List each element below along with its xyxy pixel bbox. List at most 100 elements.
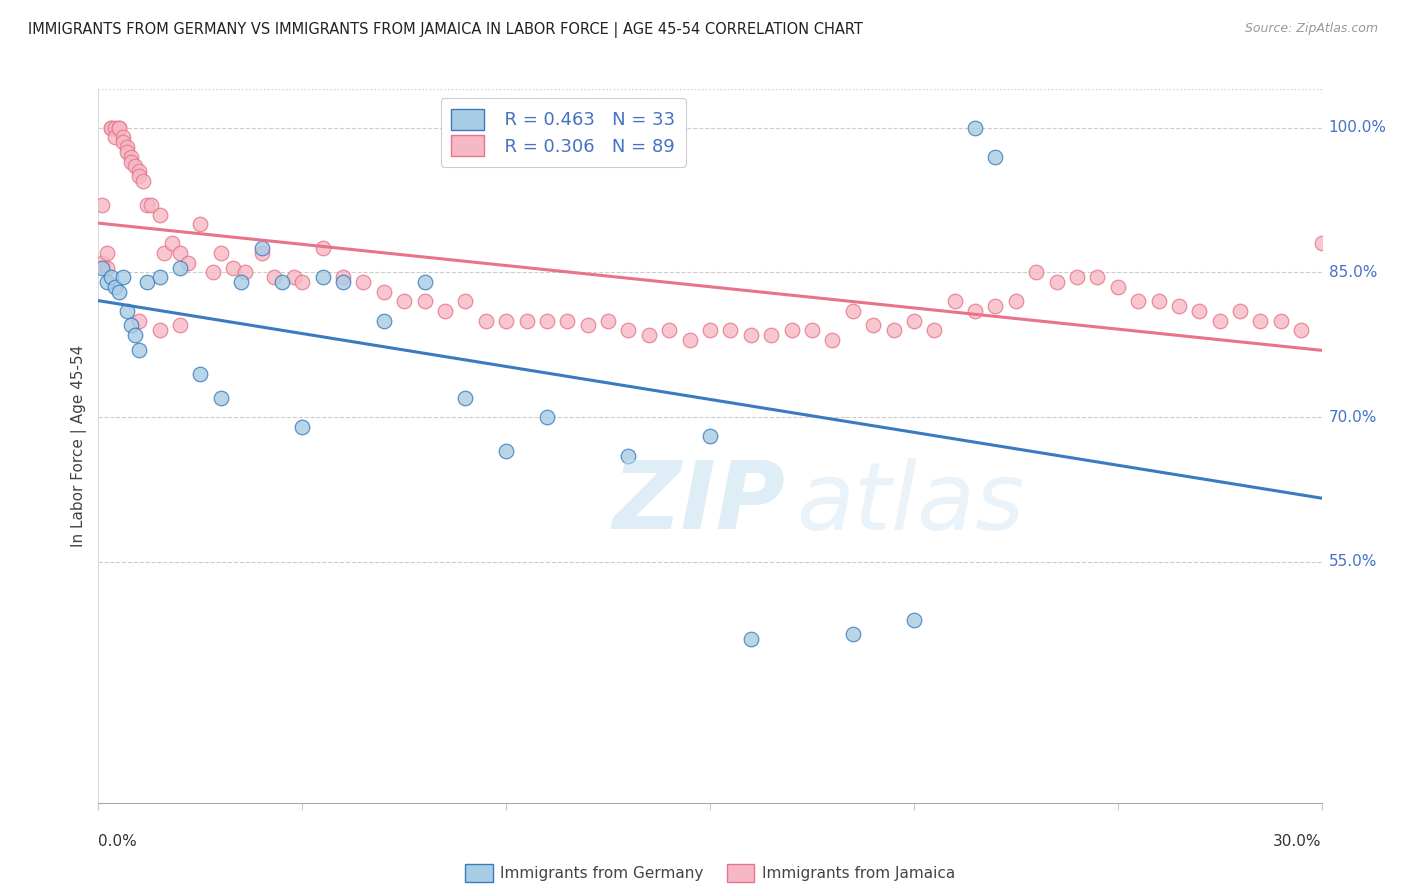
Point: [104, 280, 127, 294]
Point: [1004, 294, 1026, 309]
Point: [111, 135, 134, 149]
Point: [1107, 280, 1129, 294]
Point: [862, 318, 884, 333]
Point: [115, 140, 138, 154]
Point: [761, 328, 783, 343]
Point: [291, 275, 314, 289]
Point: [120, 318, 142, 333]
Point: [841, 304, 863, 318]
Y-axis label: In Labor Force | Age 45-54: In Labor Force | Age 45-54: [72, 345, 87, 547]
Point: [132, 174, 155, 188]
Point: [263, 270, 285, 285]
Point: [637, 328, 661, 343]
Point: [128, 313, 150, 327]
Point: [943, 294, 966, 309]
Point: [201, 265, 224, 279]
Point: [169, 260, 191, 275]
Point: [312, 270, 335, 285]
Point: [209, 246, 232, 260]
Point: [1249, 313, 1271, 327]
Point: [555, 313, 579, 327]
Point: [332, 270, 354, 285]
Point: [250, 246, 273, 260]
Point: [495, 443, 517, 458]
Point: [104, 120, 127, 135]
Point: [222, 260, 245, 275]
Point: [233, 265, 256, 279]
Point: [392, 294, 416, 309]
Point: [718, 323, 742, 337]
Point: [883, 323, 905, 337]
Point: [141, 198, 163, 212]
Point: [128, 343, 150, 357]
Text: 85.0%: 85.0%: [1329, 265, 1376, 280]
Point: [454, 294, 477, 309]
Text: atlas: atlas: [796, 458, 1024, 549]
Legend: Immigrants from Germany, Immigrants from Jamaica: Immigrants from Germany, Immigrants from…: [458, 858, 962, 888]
Point: [1066, 270, 1088, 285]
Point: [120, 154, 142, 169]
Point: [1085, 270, 1108, 285]
Point: [1167, 299, 1189, 313]
Point: [332, 275, 354, 289]
Point: [91, 260, 114, 275]
Point: [1147, 294, 1170, 309]
Point: [115, 145, 138, 159]
Point: [740, 328, 762, 343]
Point: [312, 241, 335, 255]
Point: [209, 391, 232, 405]
Point: [352, 275, 374, 289]
Point: [149, 323, 172, 337]
Point: [1229, 304, 1251, 318]
Point: [740, 632, 762, 646]
Point: [104, 130, 127, 145]
Point: [841, 627, 863, 641]
Point: [984, 150, 1007, 164]
Point: [474, 313, 498, 327]
Point: [434, 304, 457, 318]
Point: [1209, 313, 1232, 327]
Text: ZIP: ZIP: [612, 457, 785, 549]
Point: [922, 323, 945, 337]
Point: [598, 313, 620, 327]
Text: Source: ZipAtlas.com: Source: ZipAtlas.com: [1244, 22, 1378, 36]
Point: [136, 198, 159, 212]
Point: [699, 323, 721, 337]
Point: [1188, 304, 1211, 318]
Point: [1270, 313, 1292, 327]
Point: [903, 613, 925, 627]
Point: [120, 150, 142, 164]
Point: [536, 410, 558, 425]
Point: [679, 333, 702, 347]
Point: [270, 275, 294, 289]
Text: 70.0%: 70.0%: [1329, 409, 1376, 425]
Point: [111, 270, 134, 285]
Point: [283, 270, 305, 285]
Text: 100.0%: 100.0%: [1329, 120, 1386, 136]
Point: [149, 208, 172, 222]
Point: [128, 164, 150, 178]
Point: [124, 159, 146, 173]
Text: 30.0%: 30.0%: [1274, 834, 1322, 849]
Point: [903, 313, 925, 327]
Point: [1128, 294, 1150, 309]
Point: [231, 275, 253, 289]
Point: [1291, 323, 1313, 337]
Point: [149, 270, 172, 285]
Point: [576, 318, 599, 333]
Point: [1025, 265, 1047, 279]
Point: [495, 313, 517, 327]
Point: [965, 120, 987, 135]
Point: [169, 318, 191, 333]
Text: 55.0%: 55.0%: [1329, 554, 1376, 569]
Point: [291, 419, 314, 434]
Point: [454, 391, 477, 405]
Point: [100, 270, 122, 285]
Point: [617, 323, 640, 337]
Point: [96, 275, 118, 289]
Point: [780, 323, 803, 337]
Point: [111, 130, 134, 145]
Point: [1310, 236, 1333, 251]
Point: [516, 313, 538, 327]
Point: [91, 198, 114, 212]
